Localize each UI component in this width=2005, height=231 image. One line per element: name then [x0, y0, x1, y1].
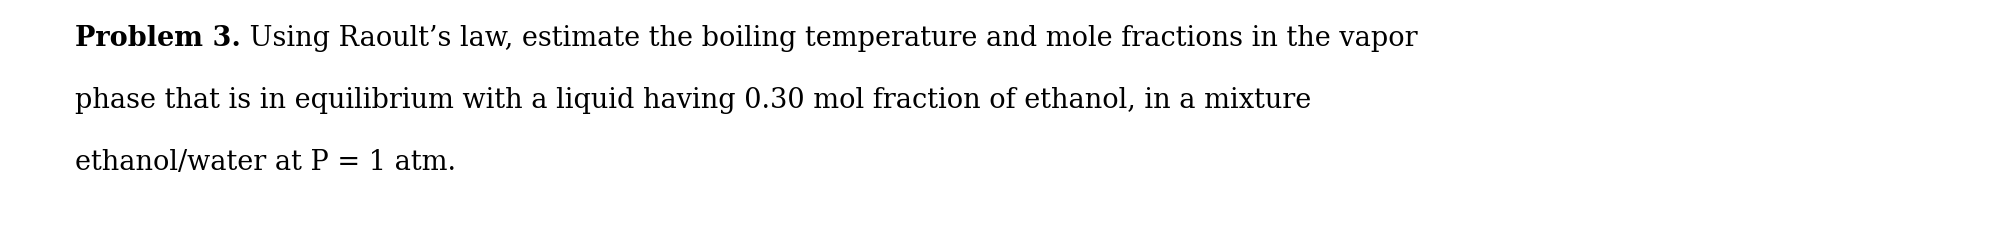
- Text: phase that is in equilibrium with a liquid having 0.30 mol fraction of ethanol, : phase that is in equilibrium with a liqu…: [74, 87, 1311, 113]
- Text: ethanol/water at P = 1 atm.: ethanol/water at P = 1 atm.: [74, 148, 455, 175]
- Text: Using Raoult’s law, estimate the boiling temperature and mole fractions in the v: Using Raoult’s law, estimate the boiling…: [241, 25, 1418, 52]
- Text: Problem 3.: Problem 3.: [74, 25, 241, 52]
